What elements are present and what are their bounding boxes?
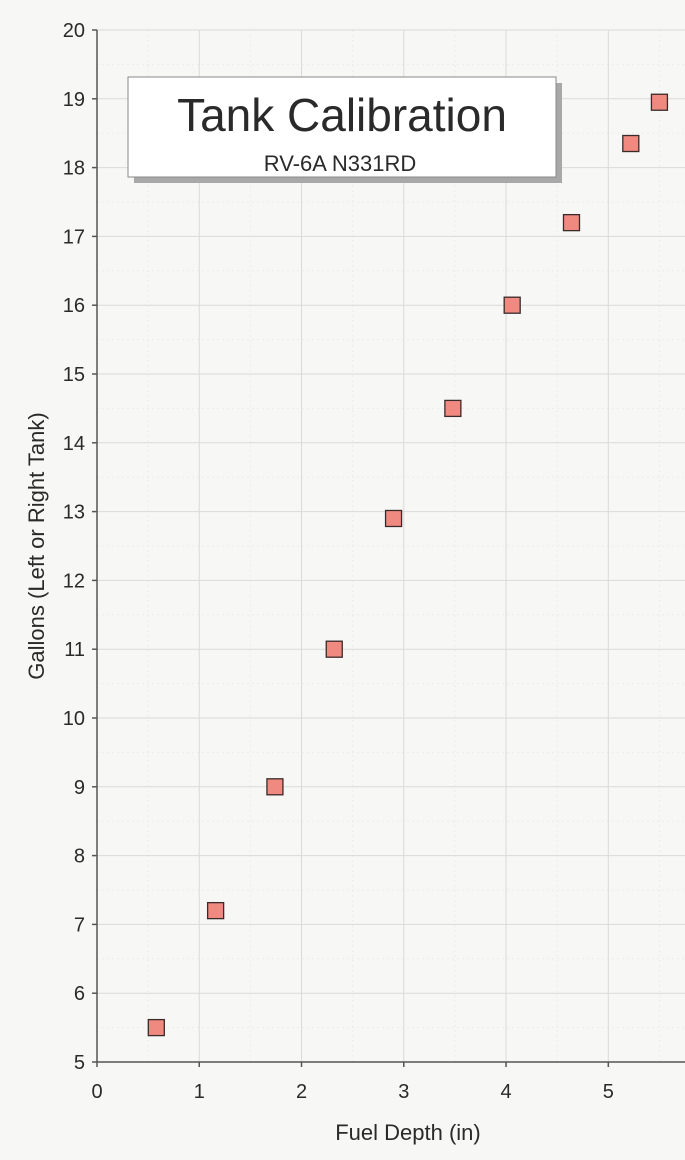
y-tick-label: 14 [63, 433, 85, 455]
data-point [562, 213, 581, 232]
y-tick-label: 10 [63, 708, 85, 730]
x-tick-label: 2 [296, 1081, 307, 1103]
x-tick-label: 5 [603, 1081, 614, 1103]
y-tick-label: 17 [63, 226, 85, 248]
y-tick-label: 9 [74, 777, 85, 799]
y-tick-label: 11 [64, 639, 85, 661]
x-tick-label: 1 [194, 1081, 205, 1103]
major-grid [97, 29, 685, 1062]
y-tick-label: 19 [63, 89, 85, 111]
y-tick-label: 15 [63, 364, 85, 386]
y-tick-label: 6 [74, 983, 85, 1005]
x-tick-label: 0 [91, 1081, 102, 1103]
data-point [206, 901, 225, 920]
x-tick-label: 3 [398, 1081, 409, 1103]
y-tick-label: 18 [63, 158, 85, 180]
y-tick-label: 16 [63, 295, 85, 317]
title-box: Tank Calibration RV-6A N331RD [127, 76, 562, 183]
title-box-frame [127, 76, 557, 178]
data-points [147, 93, 669, 1037]
y-tick-label: 5 [74, 1052, 85, 1074]
axes [92, 29, 685, 1067]
x-axis-label: Fuel Depth (in) [335, 1120, 481, 1145]
y-tick-label: 8 [74, 846, 85, 868]
data-point [325, 640, 343, 658]
y-axis-label: Gallons (Left or Right Tank) [24, 412, 49, 679]
minor-grid [97, 30, 685, 1062]
chart-subtitle: RV-6A N331RD [264, 151, 416, 176]
data-point [622, 134, 640, 153]
y-tick-label: 20 [63, 20, 85, 42]
chart-title: Tank Calibration [177, 89, 507, 141]
data-point [266, 778, 284, 796]
data-point [147, 1018, 165, 1037]
y-tick-label: 12 [63, 570, 85, 592]
data-point [384, 509, 403, 528]
y-tick-label: 13 [63, 502, 85, 524]
data-point [503, 296, 521, 314]
data-point [650, 93, 669, 111]
y-tick-label: 7 [74, 914, 85, 936]
x-tick-label: 4 [500, 1081, 511, 1103]
data-point [444, 399, 462, 418]
